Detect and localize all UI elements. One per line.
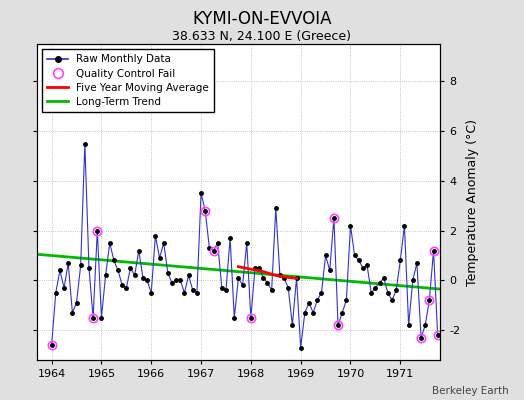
Text: KYMI-ON-EVVOIA: KYMI-ON-EVVOIA bbox=[192, 10, 332, 28]
Y-axis label: Temperature Anomaly (°C): Temperature Anomaly (°C) bbox=[466, 118, 479, 286]
Legend: Raw Monthly Data, Quality Control Fail, Five Year Moving Average, Long-Term Tren: Raw Monthly Data, Quality Control Fail, … bbox=[42, 49, 214, 112]
Text: Berkeley Earth: Berkeley Earth bbox=[432, 386, 508, 396]
Text: 38.633 N, 24.100 E (Greece): 38.633 N, 24.100 E (Greece) bbox=[172, 30, 352, 43]
